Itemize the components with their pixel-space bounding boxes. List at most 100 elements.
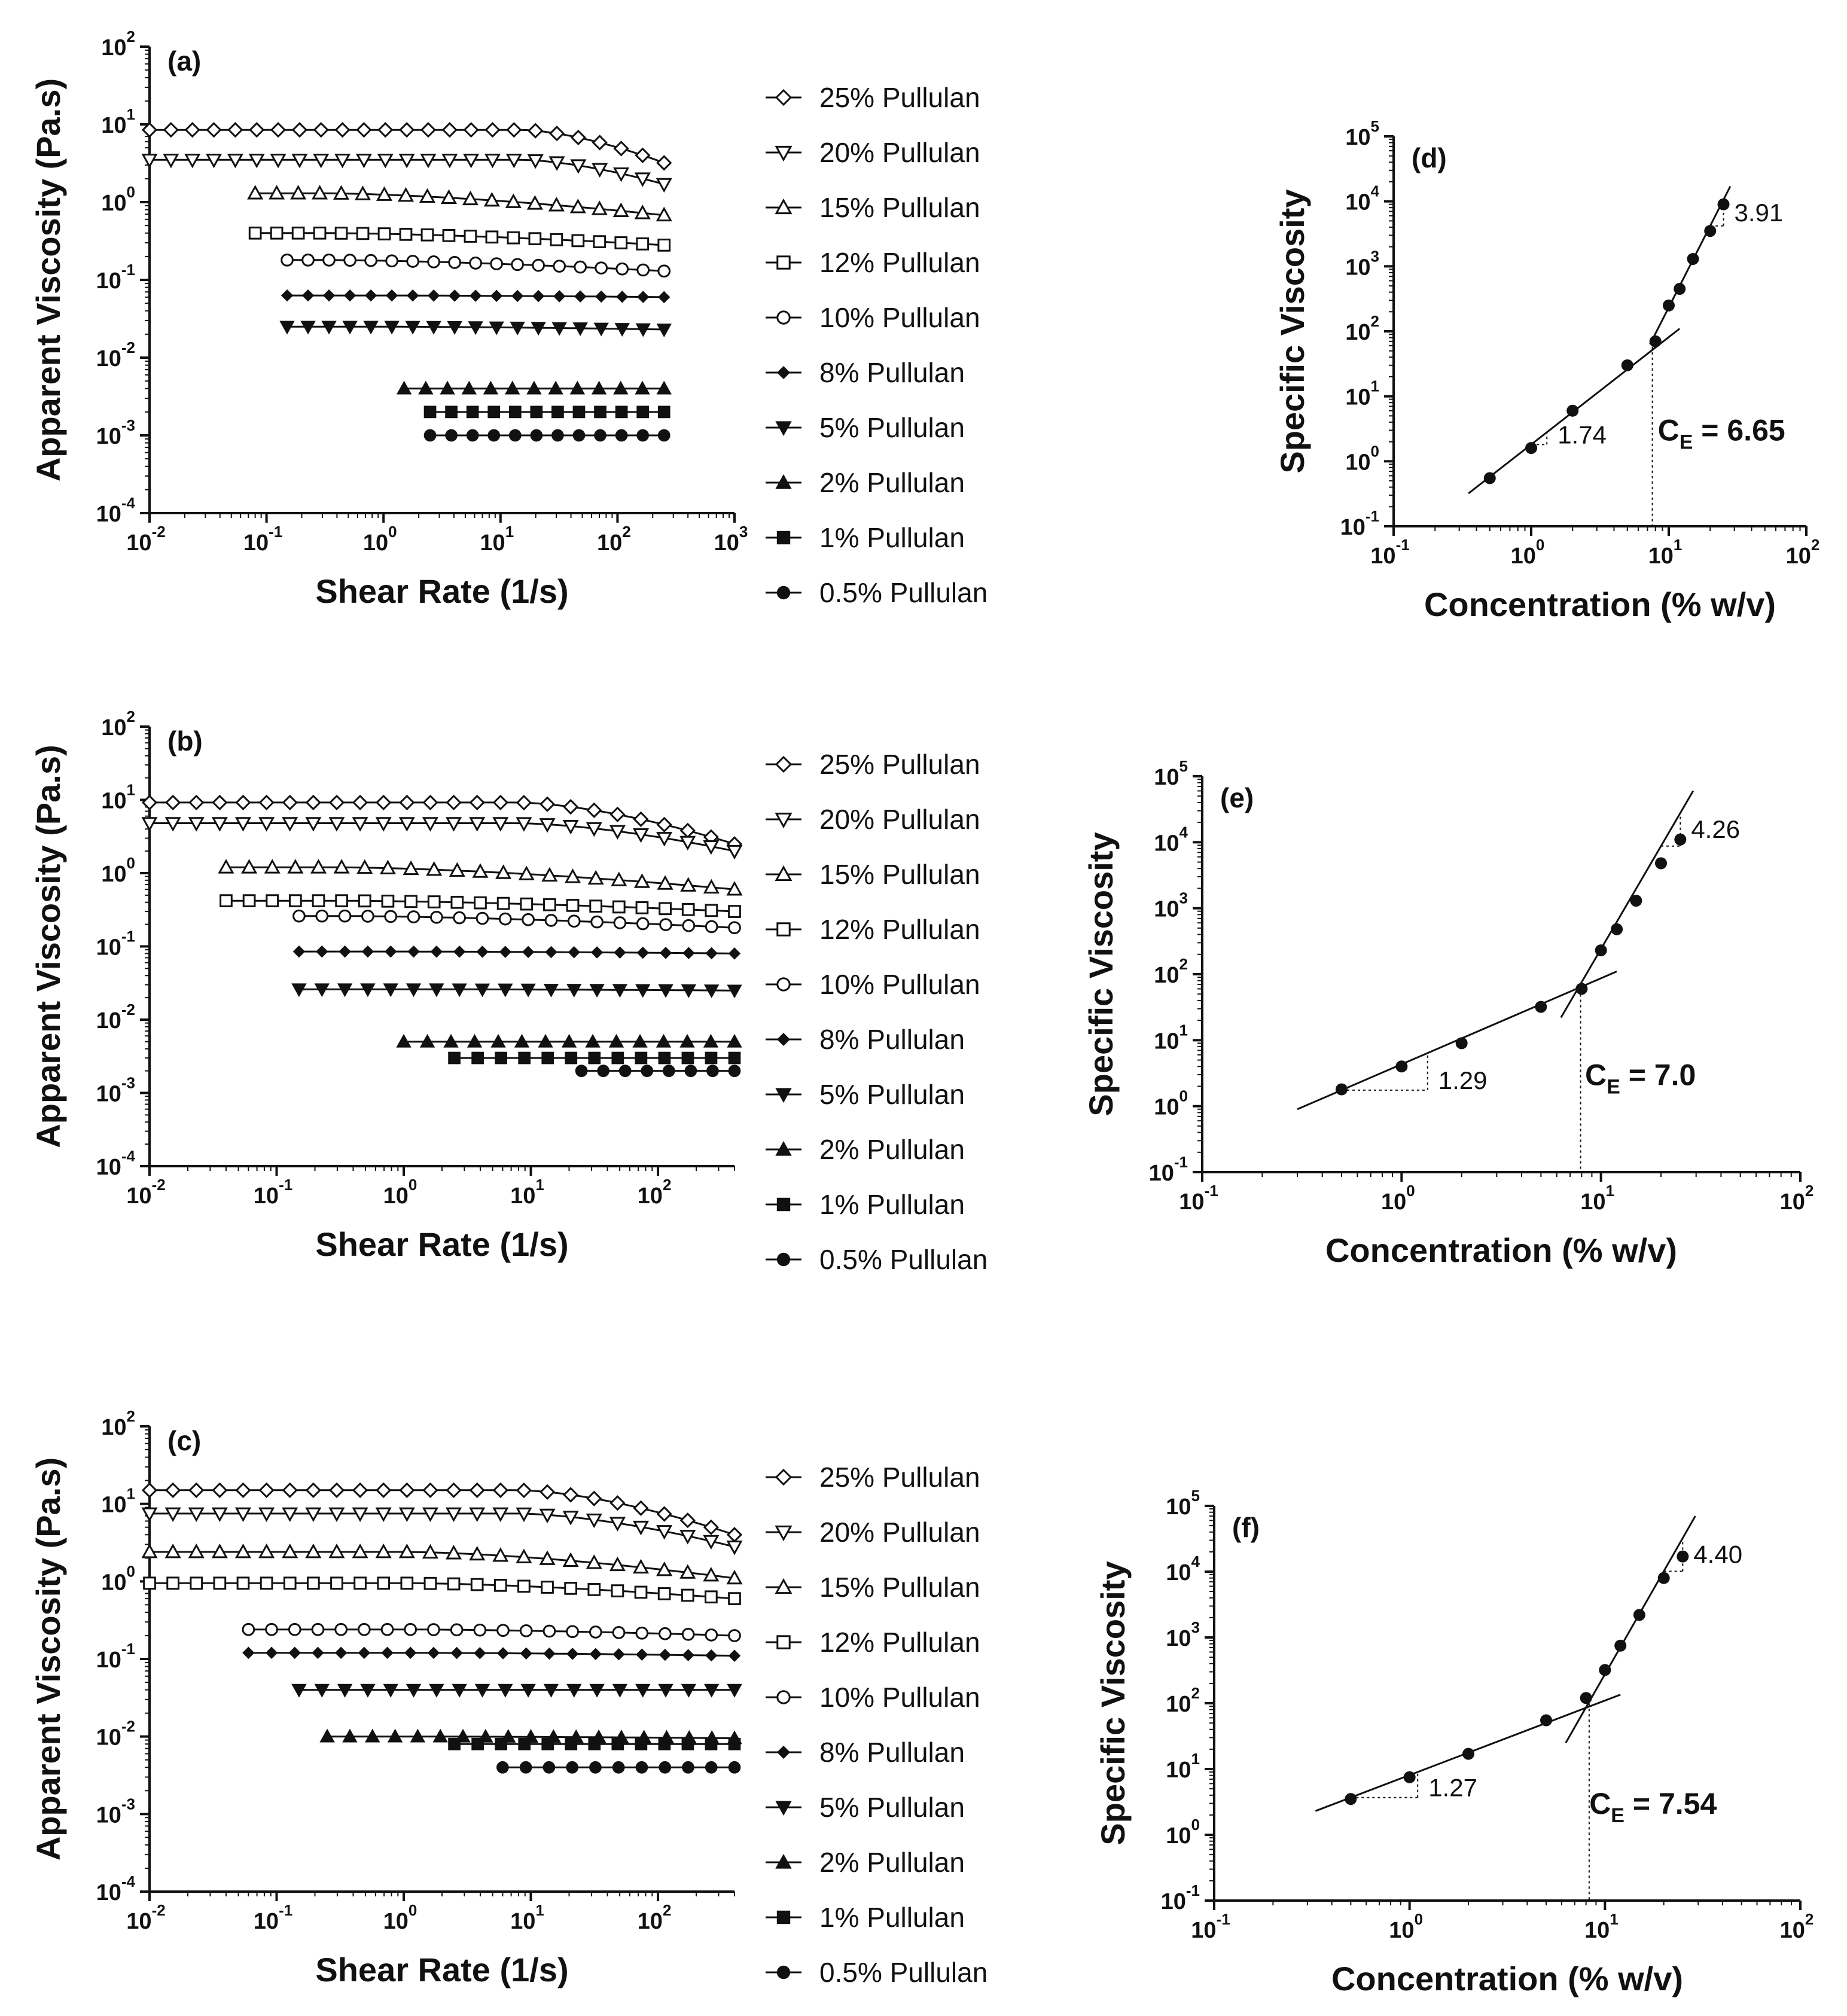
data-point [635, 1761, 648, 1774]
legend-marker [775, 474, 792, 489]
data-point [427, 289, 440, 302]
y-tick-label: 103 [1166, 1618, 1200, 1651]
data-point [499, 946, 512, 958]
legend-label: 2% Pullulan [819, 1847, 965, 1878]
slope-label: 4.26 [1691, 815, 1740, 843]
data-point [466, 429, 479, 442]
data-point [334, 227, 348, 240]
data-point [330, 1576, 343, 1590]
x-axis-title: Concentration (% w/v) [1424, 585, 1776, 623]
series-2pullulan [319, 1728, 742, 1744]
data-point [449, 862, 465, 877]
data-point [590, 946, 604, 959]
data-point [541, 1737, 554, 1750]
data-point [516, 1548, 532, 1564]
data-point [564, 868, 581, 883]
slope-label: 1.74 [1558, 420, 1607, 449]
ce-label: CE = 7.0 [1585, 1058, 1696, 1098]
series-2pullulan [396, 380, 672, 395]
data-point [1649, 335, 1662, 347]
legend-label: 12% Pullulan [819, 247, 980, 278]
data-point [141, 122, 158, 138]
data-point [530, 429, 543, 442]
legend-entry: 10% Pullulan [766, 302, 980, 333]
x-tick-label: 10-1 [1191, 1910, 1230, 1943]
series-line [150, 822, 735, 852]
data-point [682, 919, 696, 932]
data-point [614, 236, 628, 249]
series-line [150, 1512, 735, 1548]
data-point [396, 380, 412, 395]
data-point [567, 914, 581, 928]
data-point [443, 1033, 459, 1048]
y-tick-label: 102 [1345, 312, 1379, 345]
data-point [427, 1623, 440, 1636]
legend-marker [775, 1468, 793, 1486]
panel-label: (b) [167, 725, 203, 757]
data-point [398, 1543, 415, 1558]
data-point [429, 1683, 444, 1698]
data-point [292, 945, 306, 958]
data-point [227, 122, 243, 138]
legend-label: 10% Pullulan [819, 969, 980, 1000]
data-point [703, 1519, 720, 1535]
data-point [705, 1761, 718, 1774]
legend-entry: 25% Pullulan [766, 749, 980, 780]
data-point [375, 1543, 392, 1558]
data-point [476, 946, 489, 958]
data-point [410, 1728, 426, 1743]
data-point [636, 429, 650, 442]
y-axis-title: Specific Viscosity [1082, 832, 1120, 1116]
data-point [517, 1579, 531, 1593]
data-point [489, 321, 504, 336]
data-point [562, 1552, 579, 1567]
data-point [383, 983, 398, 998]
data-point [313, 226, 327, 240]
data-point [505, 193, 522, 208]
data-point [594, 405, 606, 419]
data-point [726, 1527, 743, 1543]
data-point [612, 1648, 625, 1661]
data-point [448, 1737, 461, 1750]
x-tick-label: 10-2 [126, 1901, 165, 1934]
data-point [322, 253, 336, 267]
viscosity-chart-c: 10-4 10-3 10-2 10-1 100 101 102 10-2 10-1 100 101 1… [29, 1407, 987, 1988]
legend-label: 25% Pullulan [819, 749, 980, 780]
data-point [728, 1737, 741, 1750]
data-point [572, 322, 588, 336]
data-point [541, 1581, 554, 1594]
data-point [703, 840, 720, 855]
data-point [427, 1646, 440, 1660]
data-point [423, 429, 437, 442]
data-point [352, 817, 368, 832]
data-point [589, 1625, 602, 1639]
data-point [681, 1051, 694, 1065]
data-point [613, 380, 629, 395]
data-point [1595, 944, 1607, 957]
data-point [445, 429, 458, 442]
y-axis-title: Apparent Viscosity (Pa.s) [29, 1457, 67, 1861]
y-axis-title: Apparent Viscosity (Pa.s) [29, 78, 67, 481]
data-point [514, 1033, 530, 1048]
y-tick-label: 10-3 [96, 1074, 135, 1107]
data-point [342, 1728, 358, 1743]
data-point [1525, 442, 1537, 455]
data-point [682, 1761, 694, 1774]
ce-value: = 7.54 [1624, 1787, 1717, 1820]
data-point [334, 1622, 348, 1636]
data-point [375, 817, 392, 832]
legend-marker [776, 1252, 791, 1267]
data-point [571, 234, 585, 248]
y-tick-label: 101 [101, 781, 135, 814]
data-point [205, 153, 223, 169]
data-point [358, 894, 371, 908]
data-point [727, 984, 742, 999]
data-point [703, 1535, 720, 1550]
data-point [356, 859, 373, 874]
data-point [522, 913, 535, 926]
data-point [539, 1550, 556, 1565]
data-point [212, 1482, 228, 1498]
data-point [212, 794, 228, 811]
data-point [399, 227, 413, 241]
data-point [487, 429, 501, 442]
